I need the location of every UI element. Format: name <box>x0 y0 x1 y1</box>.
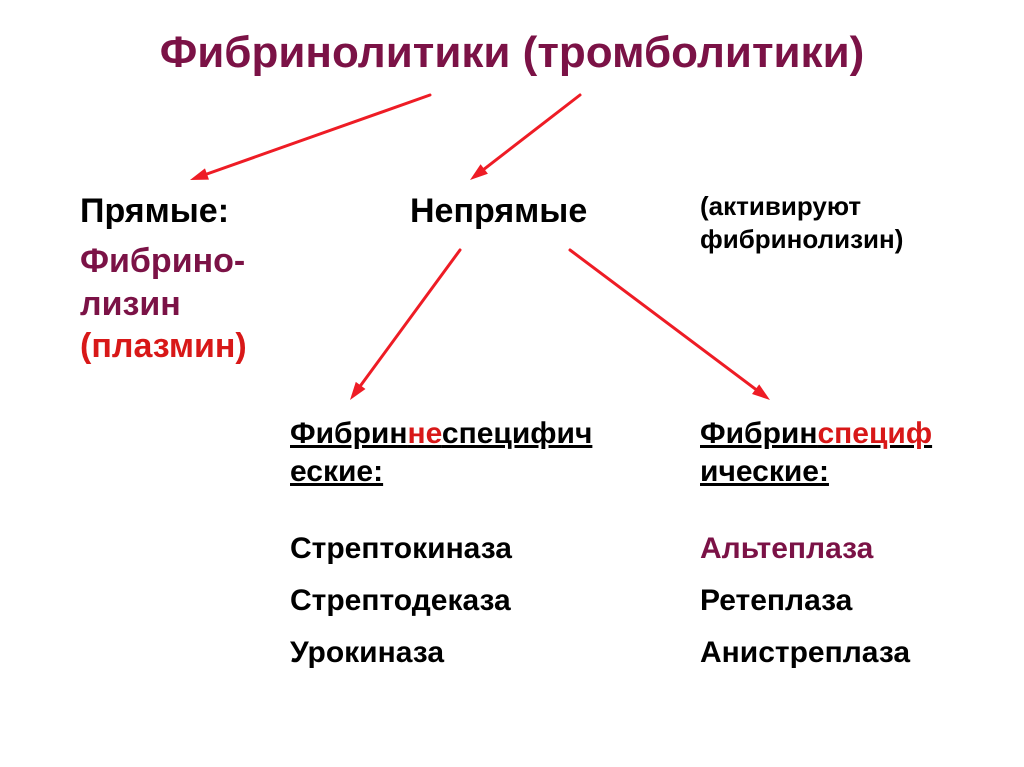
nonspecific-item-1: Стрептокиназа <box>290 530 512 568</box>
branch-indirect-label: Непрямые <box>410 190 587 233</box>
nonspec-post: специфич <box>442 417 592 450</box>
nonspecific-heading: Фибриннеспецифич еские: <box>290 415 660 490</box>
branch-direct-label: Прямые: <box>80 190 229 233</box>
direct-drug-line1: Фибрино- <box>80 242 245 280</box>
indirect-note-line2: фибринолизин) <box>700 224 903 254</box>
spec-mid: специф <box>817 417 932 450</box>
direct-drug-paren: (плазмин) <box>80 327 247 365</box>
branch-direct-text: Прямые: <box>80 192 229 230</box>
direct-drug: Фибрино- лизин (плазмин) <box>80 240 247 368</box>
specific-item-3: Анистреплаза <box>700 634 910 672</box>
direct-drug-line2: лизин <box>80 285 181 323</box>
spec-tail: ические: <box>700 455 829 488</box>
nonspecific-item-2: Стрептодеказа <box>290 582 511 620</box>
nonspec-pre: Фибрин <box>290 417 407 450</box>
branch-indirect-text: Непрямые <box>410 192 587 230</box>
title-text: Фибринолитики (тромболитики) <box>160 28 865 77</box>
specific-item-2: Ретеплаза <box>700 582 852 620</box>
indirect-note-line1: (активируют <box>700 191 861 221</box>
nonspecific-item-3: Урокиназа <box>290 634 444 672</box>
nonspec-mid: не <box>407 417 441 450</box>
indirect-note: (активируют фибринолизин) <box>700 190 903 255</box>
spec-pre: Фибрин <box>700 417 817 450</box>
specific-heading: Фибринспециф ические: <box>700 415 1000 490</box>
nonspec-tail: еские: <box>290 455 383 488</box>
specific-item-1: Альтеплаза <box>700 530 873 568</box>
diagram-title: Фибринолитики (тромболитики) <box>0 28 1024 78</box>
